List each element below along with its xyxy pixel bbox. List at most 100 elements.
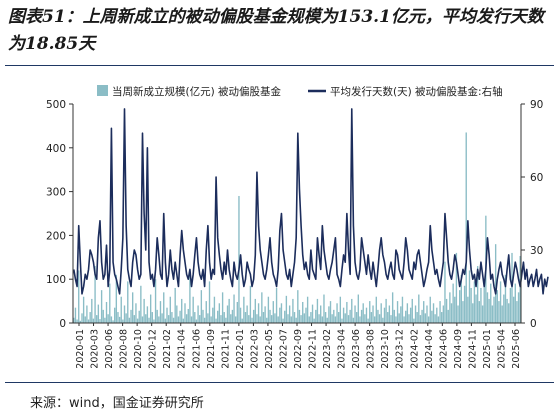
- bar: [388, 305, 391, 323]
- bar: [331, 314, 333, 323]
- right-tick-label: 90: [530, 99, 543, 111]
- bar: [401, 296, 404, 323]
- bar: [117, 312, 119, 323]
- bar: [362, 303, 364, 323]
- left-tick-label: 100: [46, 274, 66, 286]
- bar: [76, 319, 78, 323]
- bar: [436, 307, 438, 323]
- bar: [516, 301, 518, 323]
- bar: [328, 306, 330, 323]
- bar: [398, 313, 400, 323]
- bar: [231, 309, 234, 323]
- bar: [282, 318, 284, 323]
- bar: [146, 306, 149, 323]
- bar: [135, 303, 137, 323]
- bar: [383, 307, 386, 323]
- bar-series: [73, 132, 521, 323]
- bar: [174, 287, 176, 323]
- bar: [421, 309, 423, 323]
- x-tick-label: 2025-06: [511, 329, 522, 369]
- bar: [189, 270, 191, 323]
- bar: [423, 301, 425, 323]
- x-tick-label: 2021-09: [206, 329, 217, 369]
- line-path: [73, 108, 549, 295]
- right-tick-label: 30: [530, 245, 543, 257]
- bar: [491, 305, 494, 323]
- bar: [199, 315, 201, 323]
- bar: [223, 312, 225, 323]
- bar: [339, 296, 342, 323]
- x-tick-label: 2022-05: [264, 329, 275, 369]
- bar: [411, 298, 413, 323]
- bar: [370, 312, 373, 323]
- bar: [499, 281, 502, 323]
- bar: [254, 298, 256, 323]
- bar: [195, 319, 198, 323]
- x-tick-label: 2022-09: [293, 329, 304, 369]
- bar: [114, 307, 116, 323]
- bar: [213, 296, 216, 323]
- bar: [220, 315, 222, 323]
- bar: [120, 296, 122, 323]
- bar: [218, 303, 221, 323]
- bar: [463, 285, 466, 323]
- bar: [465, 132, 467, 323]
- bar: [424, 313, 427, 323]
- bar: [341, 318, 343, 323]
- bar: [104, 317, 106, 323]
- bar: [298, 309, 301, 323]
- bar: [275, 287, 278, 323]
- bar: [125, 313, 127, 323]
- bar: [302, 301, 304, 323]
- bar: [334, 316, 337, 323]
- bar: [194, 312, 196, 323]
- bar: [92, 318, 95, 323]
- x-tick-label: 2022-03: [249, 329, 260, 369]
- bar: [369, 301, 371, 323]
- x-tick-label: 2023-08: [366, 329, 377, 369]
- x-tick-label: 2021-06: [191, 329, 202, 369]
- bar: [426, 305, 428, 323]
- bar: [378, 314, 381, 323]
- right-tick-label: 60: [530, 172, 543, 184]
- bar: [326, 317, 328, 323]
- bar: [459, 290, 461, 323]
- bar: [488, 298, 490, 323]
- bar: [249, 285, 252, 323]
- bar: [136, 318, 139, 323]
- source-note: 来源：wind，国金证券研究所: [30, 396, 204, 411]
- bar: [455, 252, 458, 323]
- bar: [205, 301, 207, 323]
- bar: [187, 308, 189, 323]
- bar: [393, 309, 395, 323]
- x-tick-label: 2023-02: [322, 329, 333, 369]
- bar: [236, 301, 238, 323]
- bar: [457, 305, 459, 323]
- bar: [78, 270, 80, 323]
- bar: [511, 252, 513, 323]
- bar: [246, 305, 248, 323]
- bar: [87, 319, 90, 323]
- bar: [141, 316, 144, 323]
- x-tick-label: 2024-04: [424, 329, 435, 369]
- bar: [310, 312, 312, 323]
- source-rule: [5, 382, 554, 383]
- bar: [494, 244, 497, 323]
- legend-label-line: 平均发行天数(天) 被动偏股基金:右轴: [330, 85, 503, 98]
- bar: [217, 310, 219, 323]
- bar: [468, 270, 471, 323]
- bar: [480, 287, 482, 323]
- bar: [130, 309, 132, 323]
- bar: [89, 312, 91, 323]
- bar: [277, 316, 279, 323]
- bar: [208, 281, 211, 323]
- bar: [445, 298, 448, 323]
- bar: [419, 315, 422, 323]
- bar: [266, 317, 268, 323]
- bar: [82, 296, 85, 323]
- bar: [329, 301, 332, 323]
- x-tick-label: 2022-01: [235, 329, 246, 369]
- x-tick-label: 2021-02: [162, 329, 173, 369]
- bar: [359, 316, 361, 323]
